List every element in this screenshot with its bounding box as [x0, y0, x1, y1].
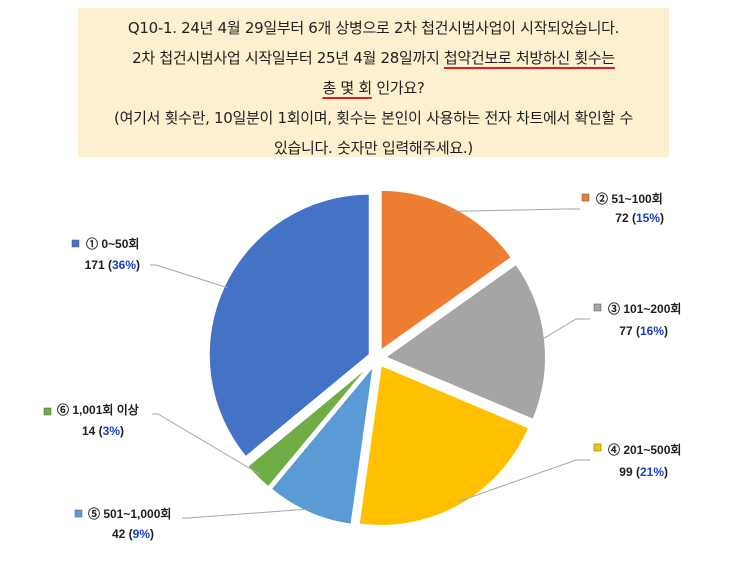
leader-line [152, 413, 261, 475]
leader-line [452, 208, 580, 212]
slice-value-label: 14 (3%) [82, 424, 124, 438]
slice-label: ① 0~50회 [86, 236, 139, 251]
question-line-5: 있습니다. 숫자만 입력해주세요.) [274, 139, 473, 157]
question-line-4: (여기서 횟수란, 10일분이 1회이며, 횟수는 본인이 사용하는 전자 차트… [114, 109, 633, 127]
slice-label: ④ 201~500회 [608, 442, 681, 457]
pie-slice [245, 362, 373, 489]
legend-marker [71, 239, 80, 248]
pie-slice [379, 188, 514, 353]
leader-line [182, 508, 311, 519]
question-line-2-text: 2차 첩건시범사업 시작일부터 25년 4월 28일까지 [132, 49, 444, 67]
legend-marker [581, 193, 590, 202]
question-line-2: 2차 첩건시범사업 시작일부터 25년 4월 28일까지 첩약건보로 처방하신 … [78, 43, 669, 73]
leader-line [458, 459, 590, 502]
pie-slice [382, 262, 547, 422]
slice-value-label: 42 (9%) [112, 527, 154, 541]
slice-value-label: 77 (16%) [619, 324, 668, 338]
legend-marker [593, 443, 602, 452]
slice-label: ③ 101~200회 [608, 301, 681, 316]
slice-label: ⑥ 1,001회 이상 [57, 402, 139, 417]
leader-line [540, 318, 590, 341]
slice-value-label: 171 (36%) [85, 258, 140, 272]
question-line-3-text: 인가요? [371, 79, 425, 97]
slice-value-label: 99 (21%) [619, 465, 668, 479]
slice-value-label: 72 (15%) [615, 211, 664, 225]
question-line-3: 총 몇 회 인가요? [78, 73, 669, 103]
question-line-3-underlined: 총 몇 회 [322, 79, 372, 97]
pie-slice [207, 192, 371, 459]
pie-slice [357, 363, 531, 527]
slice-label: ⑤ 501~1,000회 [88, 506, 171, 521]
legend-marker [43, 407, 52, 416]
leader-line [150, 264, 228, 289]
legend-marker [593, 303, 602, 312]
pie-slice [269, 361, 376, 526]
question-box: Q10-1. 24년 4월 29일부터 6개 상병으로 2차 첩건시범사업이 시… [78, 8, 669, 157]
question-line-2-underlined: 첩약건보로 처방하신 횟수는 [443, 49, 615, 67]
slice-label: ② 51~100회 [596, 191, 663, 206]
question-line-1: Q10-1. 24년 4월 29일부터 6개 상병으로 2차 첩건시범사업이 시… [127, 19, 620, 37]
legend-marker [74, 509, 83, 518]
